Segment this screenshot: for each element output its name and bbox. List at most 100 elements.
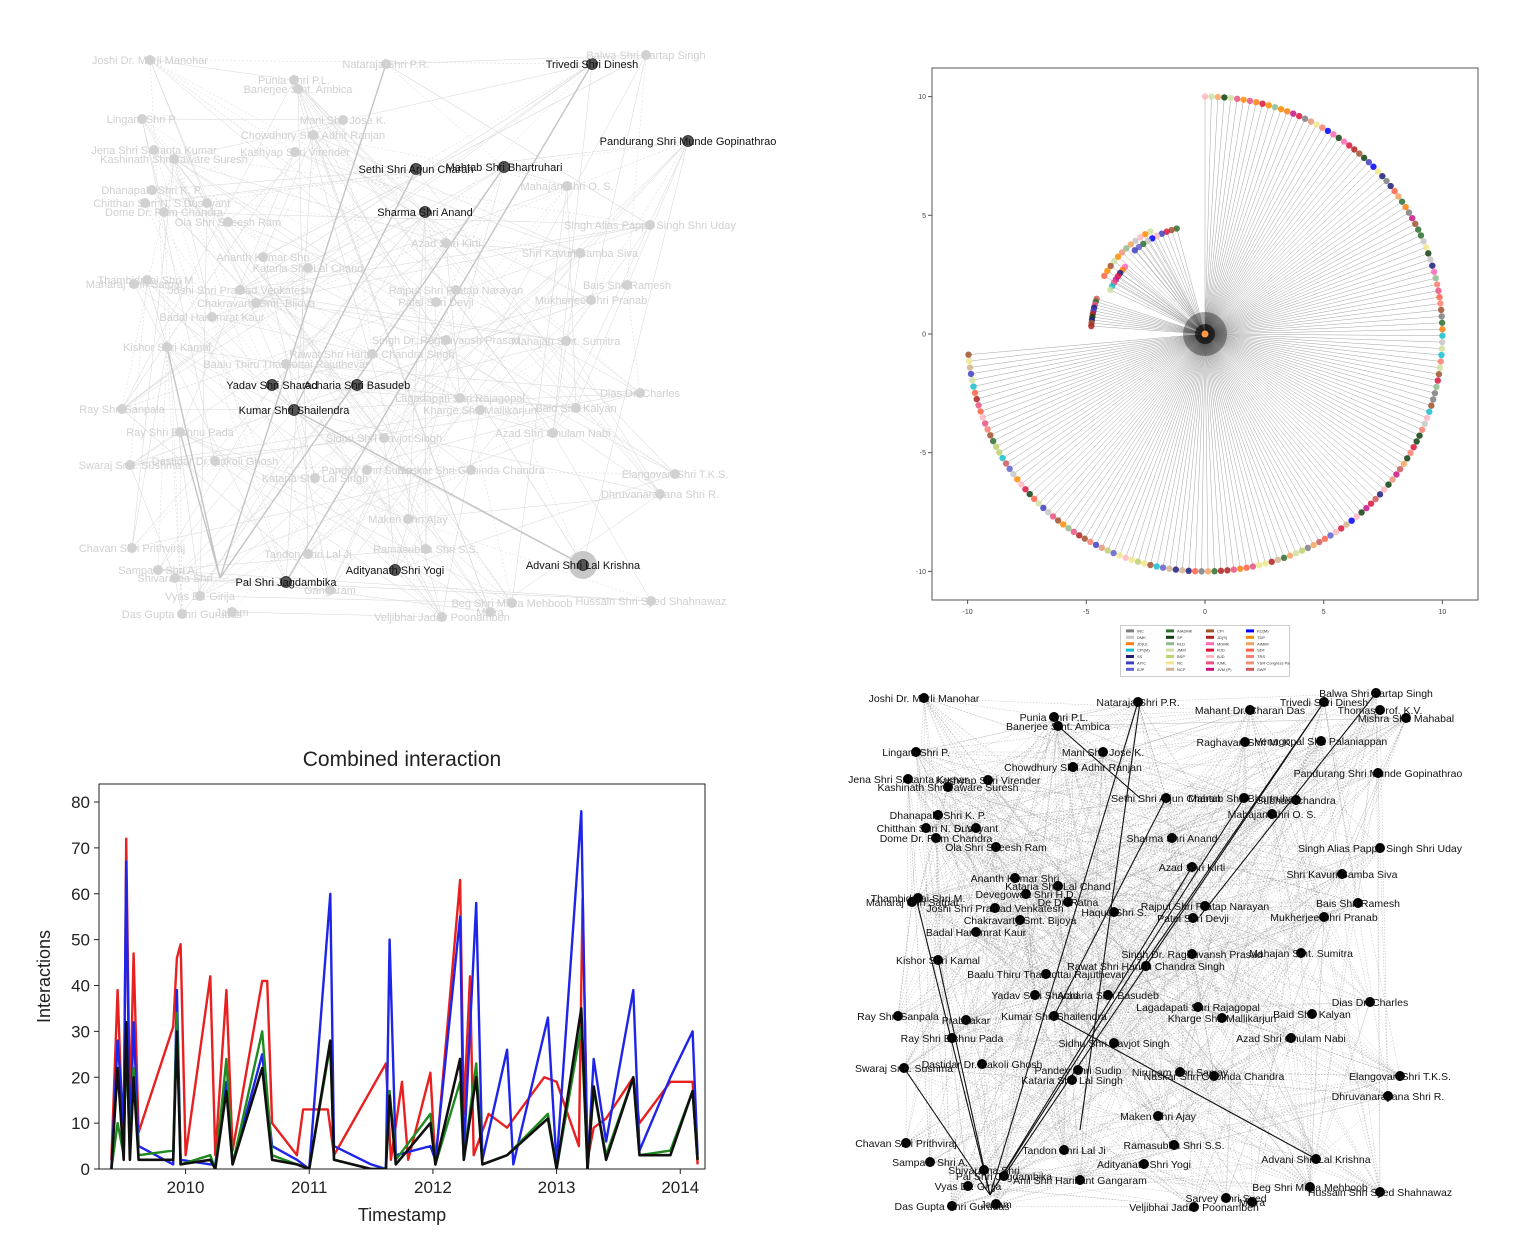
edge	[1251, 1037, 1292, 1203]
edge	[925, 827, 1016, 879]
party-node	[1153, 232, 1161, 240]
edge	[975, 827, 1027, 895]
edge	[937, 959, 967, 1021]
edge	[923, 697, 1181, 1073]
edge	[983, 779, 989, 1171]
spoke	[1204, 333, 1309, 549]
edge	[1079, 751, 1104, 1181]
edge	[967, 1158, 1317, 1187]
edge	[179, 431, 513, 604]
node	[893, 1011, 903, 1021]
node-label: Adityanath Shri Yogi	[346, 565, 444, 577]
edge	[1290, 1037, 1381, 1193]
spoke	[1204, 333, 1393, 480]
spoke	[1140, 237, 1206, 335]
edge	[1072, 766, 1175, 1146]
node	[367, 349, 377, 359]
party-node	[1420, 238, 1427, 245]
edge	[935, 837, 1381, 849]
party-node	[1348, 517, 1355, 524]
edge	[1003, 847, 1381, 1177]
edge	[1077, 847, 1381, 1071]
party-node	[1296, 112, 1303, 120]
edge	[1063, 766, 1074, 1151]
edge	[1102, 751, 1371, 1003]
edge	[1034, 709, 1251, 996]
edge	[1309, 1186, 1381, 1193]
edge	[1243, 741, 1246, 799]
node-label: Lingam Shri P.	[882, 747, 950, 759]
edge	[937, 725, 1059, 961]
edge	[239, 211, 426, 291]
node	[903, 774, 913, 784]
party-node	[1054, 517, 1062, 524]
node	[1103, 990, 1113, 1000]
spoke	[1113, 333, 1206, 554]
edge	[923, 697, 1055, 718]
node-label: Dome Dr. Ram Chandra	[880, 833, 993, 845]
node	[195, 591, 205, 601]
edge	[1014, 877, 1206, 907]
edge	[1014, 716, 1055, 879]
node-label: Shri Kavuri Samba Siva	[522, 248, 639, 260]
edge	[1057, 717, 1407, 727]
party-node	[1240, 96, 1247, 103]
party-node	[1402, 203, 1409, 211]
edge	[995, 717, 1407, 848]
party-node	[1439, 326, 1446, 333]
edge	[255, 168, 417, 304]
edge-strong	[1079, 701, 1141, 1131]
legend-swatch	[1246, 648, 1254, 652]
legend-swatch	[1126, 629, 1134, 633]
edge	[166, 346, 287, 365]
edge	[1053, 709, 1251, 718]
party-node	[1298, 547, 1306, 554]
spoke	[1181, 333, 1206, 571]
spoke	[1204, 253, 1429, 335]
party-node	[1163, 228, 1170, 235]
edge	[1213, 709, 1381, 1077]
edge	[1197, 1006, 1389, 1097]
edge	[923, 697, 1194, 919]
spoke	[1204, 333, 1414, 448]
spoke	[1204, 97, 1225, 335]
node	[1247, 1197, 1257, 1207]
party-node	[1319, 124, 1326, 131]
edge	[925, 766, 1074, 829]
edge	[1025, 893, 1175, 1146]
edge	[947, 786, 1193, 868]
party-node	[1132, 237, 1139, 244]
edge	[929, 1042, 1115, 1163]
node-label: Dome Dr. Ram Chandra	[105, 207, 224, 219]
edge	[903, 1067, 985, 1171]
spoke	[1204, 333, 1437, 388]
party-node	[1404, 455, 1411, 462]
edge	[383, 166, 505, 439]
legend-label: AIMIM	[1257, 641, 1269, 646]
node	[1188, 913, 1198, 923]
edge	[121, 302, 257, 410]
edge	[1300, 692, 1377, 954]
edge	[929, 1161, 1311, 1188]
edge	[1171, 837, 1343, 875]
edge	[947, 786, 1167, 799]
edge	[146, 279, 168, 348]
node-label: Singh Dr. Raghuvansh Prasad	[372, 335, 520, 347]
node	[1139, 1159, 1149, 1169]
node-label: Kataria Shri Lal Singh	[262, 473, 368, 485]
spoke	[1204, 333, 1352, 521]
node-label: Tandon Shri Lal Ji	[264, 549, 351, 561]
party-node	[1128, 556, 1135, 564]
node	[1109, 1038, 1119, 1048]
edge	[1213, 916, 1325, 1077]
spoke	[1204, 333, 1215, 572]
spoke	[1204, 185, 1391, 335]
party-node	[1301, 115, 1309, 122]
edge	[1197, 1006, 1292, 1039]
node	[1049, 1011, 1059, 1021]
node-label: Kashinath Shri Taware Suresh	[100, 154, 248, 166]
edge	[951, 709, 1381, 1207]
party-node	[1111, 258, 1118, 265]
edge	[994, 907, 1081, 1181]
edge	[1113, 873, 1343, 1044]
